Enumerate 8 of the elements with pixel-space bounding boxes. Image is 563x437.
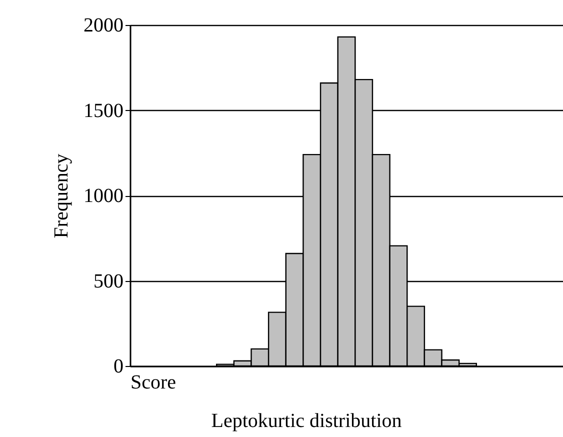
y-tick-label: 500 <box>94 270 124 292</box>
text: Leptokurtic distribution <box>211 410 402 432</box>
y-tick-label: 1000 <box>84 185 124 207</box>
x-axis-title: Score <box>130 372 176 394</box>
y-axis-title: Frequency <box>50 154 72 238</box>
y-tick-label: 1500 <box>84 100 124 122</box>
y-tick-label: 0 <box>114 356 124 378</box>
y-tick-label: 2000 <box>84 14 124 36</box>
